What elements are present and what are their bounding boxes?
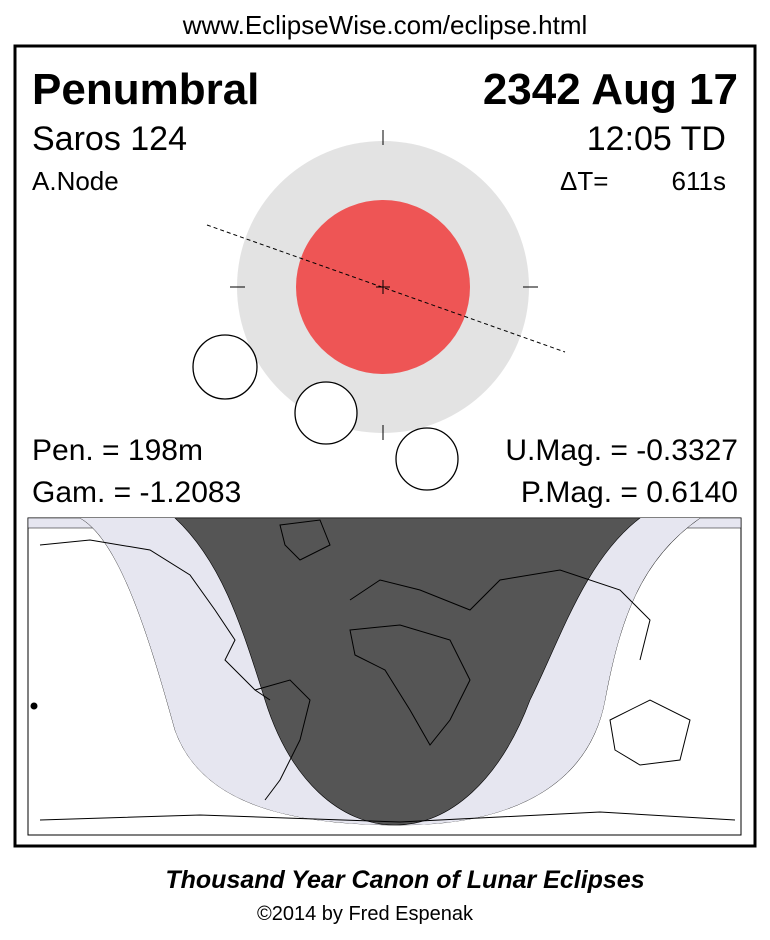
url: www.EclipseWise.com/eclipse.html [182,10,588,40]
moon-positions [192,334,459,491]
gamma: Gam. = -1.2083 [32,476,241,509]
node: A.Node [32,166,119,196]
footer-credit: ©2014 by Fred Espenak [257,903,474,925]
visibility-map [27,517,742,836]
time: 12:05 TD [587,120,726,158]
eclipse-date: 2342 Aug 17 [483,65,738,114]
moon-path [206,224,566,353]
penumbral-mag: P.Mag. = 0.6140 [521,476,738,509]
axis-ticks [230,130,538,440]
footer-title: Thousand Year Canon of Lunar Eclipses [165,866,644,894]
eclipse-type: Penumbral [32,65,259,114]
delta-t-label: ΔT= [560,166,608,196]
delta-t-value: 611s [672,166,726,196]
umbral-mag: U.Mag. = -0.3327 [505,434,738,467]
saros: Saros 124 [32,120,187,158]
pen-duration: Pen. = 198m [32,434,203,467]
